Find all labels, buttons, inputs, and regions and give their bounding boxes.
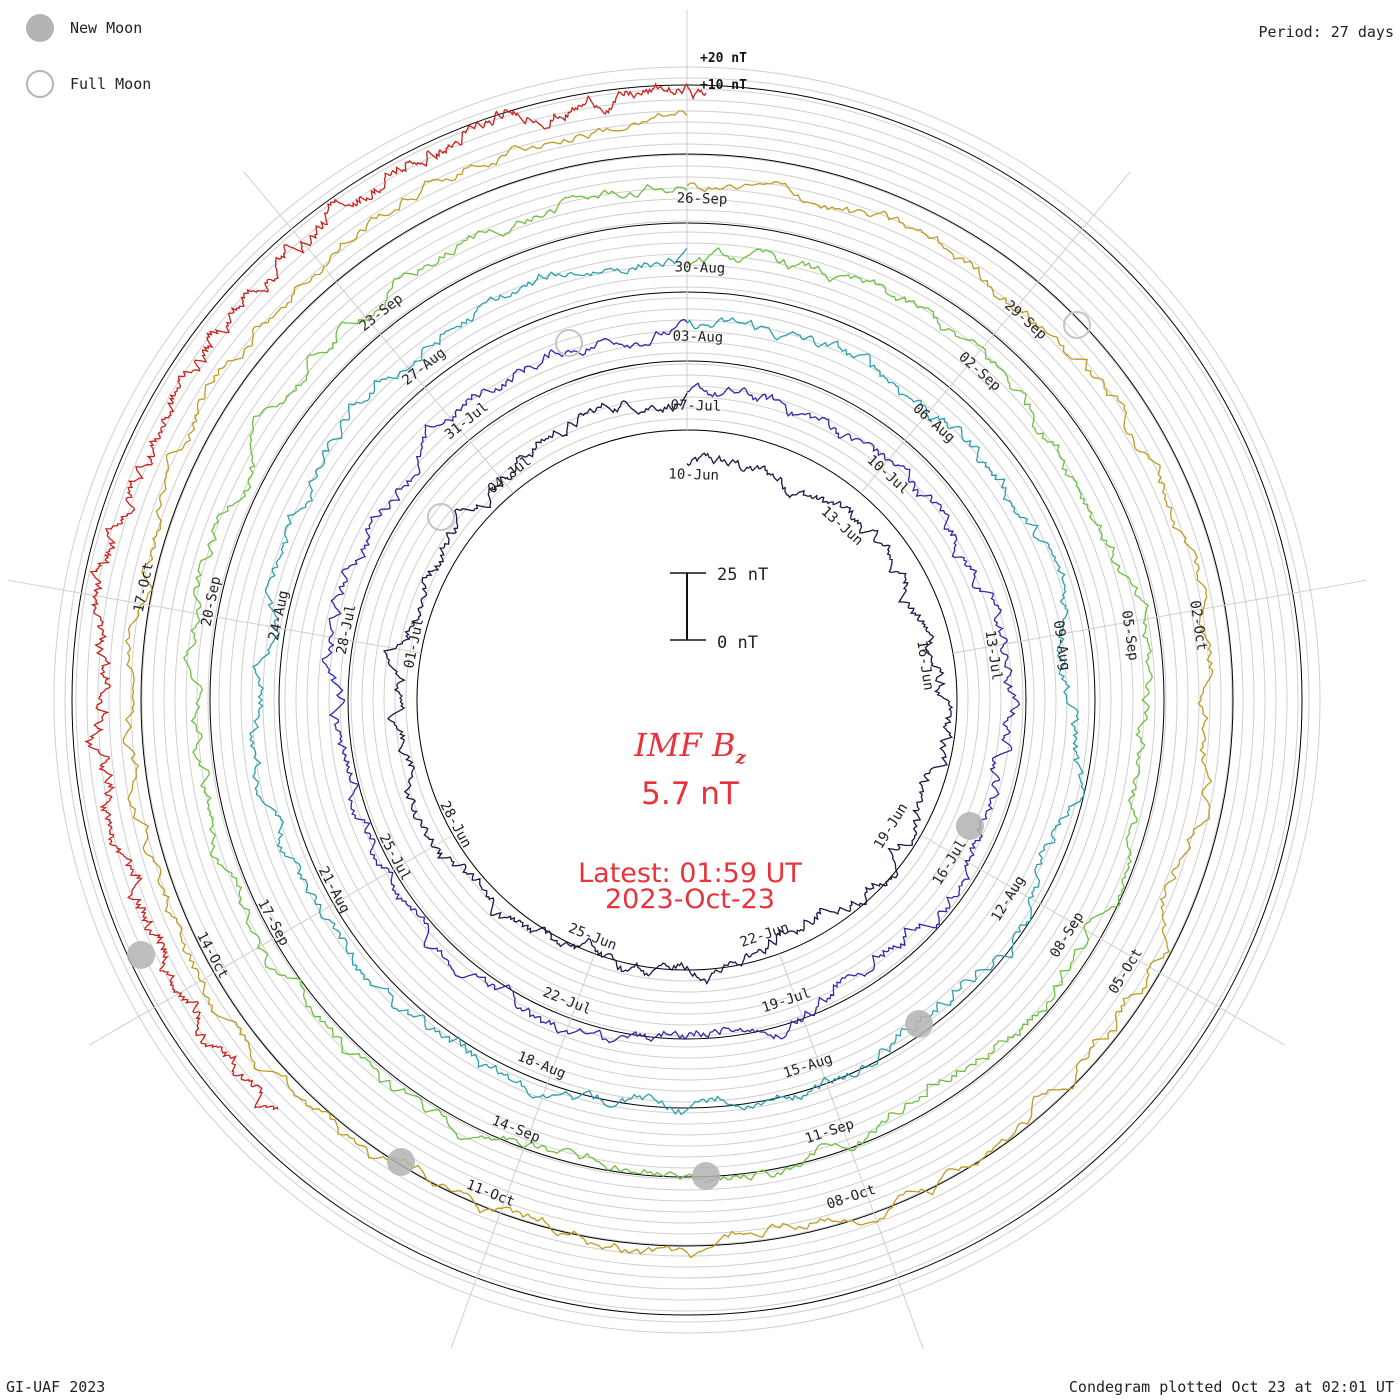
date-label: 22-Jul — [541, 984, 594, 1018]
full-moon-icon — [26, 70, 54, 98]
new-moon-marker — [692, 1162, 720, 1190]
scale-bottom-label: 0 nT — [717, 633, 758, 653]
full-moon-marker — [1063, 311, 1091, 339]
grid-ring — [328, 341, 1046, 1059]
full-moon-marker — [555, 329, 583, 357]
ring-label-10: +10 nT — [700, 78, 747, 93]
series-trace-4 — [182, 183, 1153, 1184]
series-trace-3 — [249, 247, 1086, 1116]
scale-bar: 25 nT 0 nT — [670, 565, 768, 653]
moon-markers — [127, 311, 1091, 1190]
new-moon-marker — [127, 941, 155, 969]
legend-new-moon: New Moon — [26, 14, 142, 42]
period-label: Period: 27 days — [1258, 23, 1394, 41]
date-label: 02-Oct — [1186, 599, 1209, 651]
new-moon-marker — [956, 812, 984, 840]
series-traces — [84, 82, 1214, 1259]
series-trace-2 — [321, 318, 1021, 1044]
footer-plotted: Condegram plotted Oct 23 at 02:01 UT — [1068, 1378, 1394, 1396]
center-title-sub: z — [735, 747, 746, 769]
legend-full-moon-label: Full Moon — [70, 75, 152, 93]
date-label: 10-Jun — [668, 466, 719, 483]
spoke-line — [243, 171, 514, 494]
date-label: 11-Oct — [464, 1177, 517, 1211]
legend-full-moon: Full Moon — [26, 70, 151, 98]
latest-time: Latest: 01:59 UT — [578, 858, 802, 889]
date-label: 13-Jun — [818, 504, 866, 550]
center-title-main: IMF B — [634, 726, 736, 764]
date-label: 18-Aug — [515, 1049, 568, 1083]
series-trace-1 — [382, 392, 954, 985]
footer-credit: GI-UAF 2023 — [6, 1378, 106, 1396]
series-trace-5 — [122, 110, 1214, 1259]
grid-ring — [339, 352, 1035, 1048]
date-label: 30-Aug — [674, 259, 725, 276]
new-moon-icon — [26, 14, 54, 42]
date-label: 29-Sep — [1001, 298, 1049, 344]
legend-new-moon-label: New Moon — [70, 19, 143, 37]
spoke-line — [952, 579, 1367, 654]
spoke-line — [7, 579, 422, 654]
date-label: 26-Sep — [677, 190, 728, 207]
latest-date: 2023-Oct-23 — [605, 884, 775, 915]
date-label: 13-Jul — [981, 629, 1004, 681]
spoke-line — [920, 834, 1285, 1046]
spoke-line — [860, 171, 1131, 494]
spoke-line — [89, 834, 454, 1046]
date-label: 05-Sep — [1118, 609, 1141, 661]
new-moon-marker — [905, 1010, 933, 1038]
spoke-lines — [7, 10, 1367, 1349]
new-moon-marker — [387, 1148, 415, 1176]
scale-top-label: 25 nT — [717, 565, 768, 585]
center-value: 5.7 nT — [641, 776, 739, 812]
date-label: 07-Jul — [670, 397, 721, 414]
series-trace-6 — [84, 82, 707, 1111]
date-label: 09-Aug — [1050, 619, 1073, 671]
center-title: IMF Bz — [0, 726, 1380, 768]
date-label: 04-Jul — [485, 453, 535, 497]
grid-ring — [350, 363, 1024, 1037]
date-label: 16-Jun — [913, 639, 936, 691]
date-label: 31-Jul — [442, 399, 492, 443]
date-label: 14-Sep — [489, 1113, 542, 1147]
date-label: 23-Sep — [357, 291, 407, 335]
spoke-line — [450, 953, 596, 1349]
date-label: 03-Aug — [672, 328, 723, 345]
full-moon-marker — [427, 503, 455, 531]
ring-label-20: +20 nT — [700, 51, 747, 66]
date-label: 22-Jun — [738, 920, 791, 951]
